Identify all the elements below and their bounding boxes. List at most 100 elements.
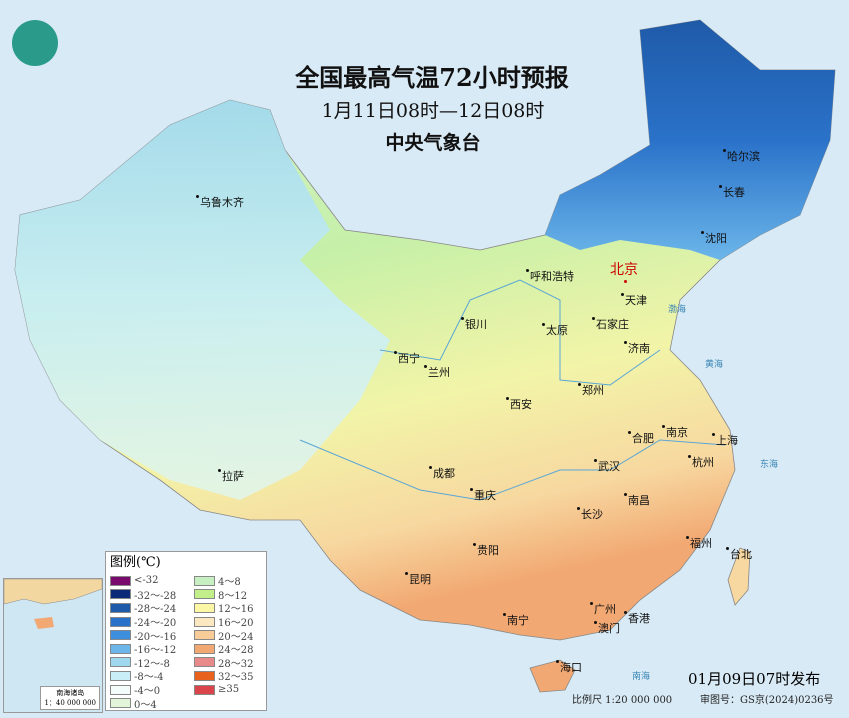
city-name: 合肥 <box>632 432 654 445</box>
legend-item: <-32 <box>110 574 176 588</box>
city-marker-icon <box>719 185 722 188</box>
south-china-sea-inset: 南海诸岛 1：40 000 000 <box>3 578 103 713</box>
city-name: 澳门 <box>598 622 620 635</box>
city-label: 澳门 <box>594 621 620 635</box>
inset-scale: 1：40 000 000 <box>44 699 96 707</box>
city-label: 武汉 <box>594 459 620 473</box>
city-label: 海口 <box>556 660 582 674</box>
city-label: 银川 <box>461 317 487 331</box>
city-label: 香港 <box>624 611 650 625</box>
legend-item: -32～-28 <box>110 588 176 602</box>
city-marker-icon <box>628 431 631 434</box>
issuer: 中央气象台 <box>385 132 481 154</box>
city-marker-icon <box>526 269 529 272</box>
city-marker-icon <box>624 493 627 496</box>
legend-swatch <box>110 684 131 695</box>
legend-swatch <box>194 643 215 654</box>
legend-label: -32～-28 <box>134 590 177 602</box>
city-marker-icon <box>594 459 597 462</box>
city-label: 台北 <box>726 547 752 561</box>
legend-title: 图例(℃) <box>110 555 161 570</box>
legend-swatch <box>110 643 131 654</box>
legend-item: -4～0 <box>110 683 176 697</box>
city-name: 石家庄 <box>596 318 629 331</box>
legend-swatch <box>110 698 131 709</box>
city-name: 上海 <box>716 434 738 447</box>
legend-swatch <box>110 670 131 681</box>
city-label: 重庆 <box>470 488 496 502</box>
city-label: 广州 <box>590 602 616 616</box>
northeast-cold-region <box>545 20 835 260</box>
city-name: 长春 <box>723 186 745 199</box>
city-marker-icon <box>662 425 665 428</box>
city-name: 香港 <box>628 612 650 625</box>
legend-label: -12～-8 <box>134 658 170 670</box>
city-marker-icon <box>590 602 593 605</box>
legend-item: 20～24 <box>194 628 254 643</box>
city-name: 福州 <box>690 537 712 550</box>
legend-item: 16～20 <box>194 615 253 629</box>
city-marker-icon <box>624 611 627 614</box>
city-marker-icon <box>723 149 726 152</box>
legend-label: 20～24 <box>218 631 254 643</box>
city-label: 杭州 <box>688 455 714 469</box>
map-scale: 比例尺 1:20 000 000 <box>572 695 673 706</box>
city-marker-icon <box>461 317 464 320</box>
city-name: 呼和浩特 <box>530 270 574 283</box>
city-name: 沈阳 <box>705 232 727 245</box>
legend-swatch <box>110 616 131 627</box>
city-name: 郑州 <box>582 384 604 397</box>
inset-caption: 南海诸岛 1：40 000 000 <box>40 686 100 710</box>
city-name: 南宁 <box>507 614 529 627</box>
sea-label: 渤海 <box>668 305 687 315</box>
city-marker-icon <box>688 455 691 458</box>
city-name: 重庆 <box>474 489 496 502</box>
city-name: 南昌 <box>628 494 650 507</box>
city-name: 乌鲁木齐 <box>200 196 244 209</box>
legend-label: 4～8 <box>218 577 241 589</box>
legend-item: -24～-20 <box>110 615 176 629</box>
city-marker-icon <box>577 507 580 510</box>
legend-swatch <box>194 616 215 627</box>
taiwan-island <box>727 547 751 606</box>
city-label: 太原 <box>542 323 568 337</box>
legend-swatch <box>110 657 131 668</box>
city-name: 哈尔滨 <box>727 150 760 163</box>
legend-label: -16～-12 <box>134 645 177 657</box>
legend-swatch <box>110 602 131 613</box>
legend-label: -24～-20 <box>134 618 177 630</box>
city-marker-icon <box>624 280 627 283</box>
city-label: 西安 <box>506 397 532 411</box>
city-marker-icon <box>556 660 559 663</box>
city-marker-icon <box>218 469 221 472</box>
legend-item: 28～32 <box>194 656 253 670</box>
west-cold-region <box>15 100 390 500</box>
city-marker-icon <box>726 547 729 550</box>
city-name: 长沙 <box>581 508 603 521</box>
city-name: 太原 <box>546 324 568 337</box>
city-marker-icon <box>624 341 627 344</box>
city-label: 上海 <box>712 433 738 447</box>
city-label: 南昌 <box>624 493 650 507</box>
hainan-island <box>529 659 576 693</box>
sea-label: 东海 <box>760 460 779 470</box>
legend-swatch <box>194 670 215 681</box>
city-name: 济南 <box>628 342 650 355</box>
legend-swatch <box>110 575 131 586</box>
city-marker-icon <box>394 351 397 354</box>
city-label: 福州 <box>686 536 712 550</box>
legend-item: -20～-16 <box>110 628 176 643</box>
legend-swatch <box>194 684 215 695</box>
legend-label: 16～20 <box>218 618 254 630</box>
legend-item: 4～8 <box>194 574 253 588</box>
inset-map <box>4 579 102 629</box>
city-label: 合肥 <box>628 431 654 445</box>
city-name: 广州 <box>594 603 616 616</box>
city-marker-icon <box>594 621 597 624</box>
city-name: 兰州 <box>428 366 450 379</box>
city-name: 北京 <box>610 262 638 278</box>
legend-item: -16～-12 <box>110 642 176 656</box>
city-marker-icon <box>503 613 506 616</box>
city-marker-icon <box>578 383 581 386</box>
city-name: 西宁 <box>398 352 420 365</box>
